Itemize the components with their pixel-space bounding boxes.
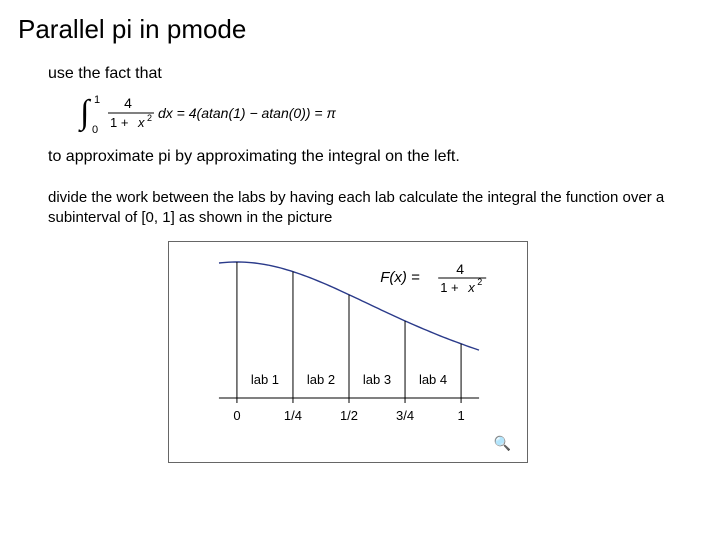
svg-text:1/2: 1/2 bbox=[340, 408, 358, 423]
svg-text:0: 0 bbox=[233, 408, 240, 423]
svg-text:lab 1: lab 1 bbox=[251, 372, 279, 387]
svg-text:F(x) =: F(x) = bbox=[380, 269, 420, 286]
svg-text:1 +: 1 + bbox=[440, 280, 458, 295]
svg-text:x: x bbox=[467, 280, 475, 295]
chart-container: 0 1/4 1/2 3/4 1 lab 1 lab 2 lab 3 lab 4 F(x) = 4 1… bbox=[168, 241, 528, 463]
svg-text:2: 2 bbox=[147, 113, 152, 123]
svg-text:lab 2: lab 2 bbox=[307, 372, 335, 387]
svg-text:lab 3: lab 3 bbox=[363, 372, 391, 387]
svg-text:∫: ∫ bbox=[78, 94, 92, 133]
line-approx: to approximate pi by approximating the i… bbox=[48, 148, 702, 166]
svg-text:1: 1 bbox=[94, 94, 100, 106]
svg-text:1/4: 1/4 bbox=[284, 408, 302, 423]
svg-text:4: 4 bbox=[456, 261, 464, 277]
svg-text:4: 4 bbox=[124, 95, 132, 111]
svg-text:1 +: 1 + bbox=[110, 115, 128, 130]
integral-formula: ∫1 0 4 1 + x2 dx = 4(atan(1) − atan(0)) = π bbox=[74, 91, 702, 142]
magnify-icon: 🔍 bbox=[494, 435, 511, 452]
svg-text:0: 0 bbox=[92, 124, 98, 136]
svg-text:2: 2 bbox=[477, 277, 482, 287]
paragraph-divide-work: divide the work between the labs by havi… bbox=[48, 188, 702, 227]
svg-text:lab 4: lab 4 bbox=[419, 372, 447, 387]
partition-chart: 0 1/4 1/2 3/4 1 lab 1 lab 2 lab 3 lab 4 F(x) = 4 1… bbox=[179, 250, 519, 445]
svg-text:3/4: 3/4 bbox=[396, 408, 414, 423]
line-use-fact: use the fact that bbox=[48, 65, 702, 83]
svg-text:x: x bbox=[137, 115, 145, 130]
svg-text:1: 1 bbox=[457, 408, 464, 423]
page-title: Parallel pi in pmode bbox=[18, 14, 702, 45]
svg-text:dx = 4(atan(1) − atan(0)) = π: dx = 4(atan(1) − atan(0)) = π bbox=[158, 105, 336, 121]
